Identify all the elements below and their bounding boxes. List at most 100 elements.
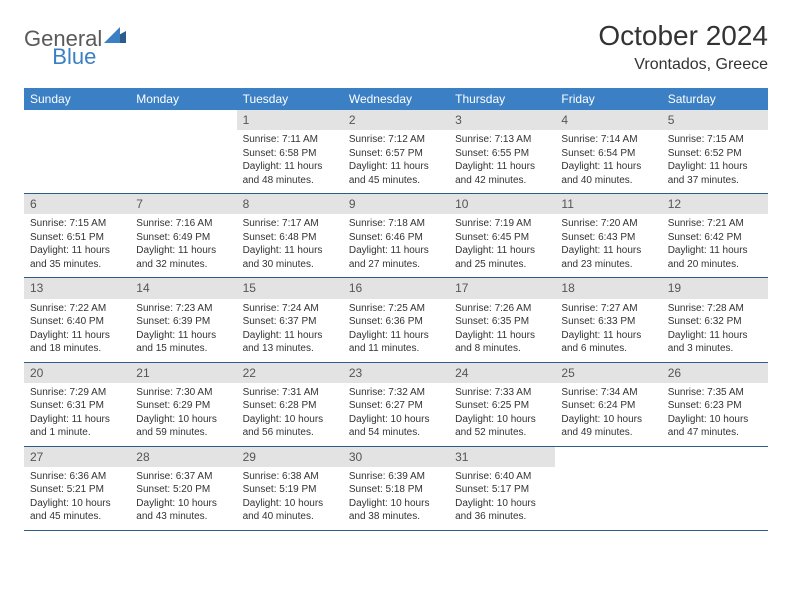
sunset-line: Sunset: 6:32 PM [668, 315, 762, 329]
sunset-line: Sunset: 6:35 PM [455, 315, 549, 329]
sunset-line: Sunset: 6:31 PM [30, 399, 124, 413]
sunrise-line: Sunrise: 7:14 AM [561, 133, 655, 147]
day-number: 17 [449, 278, 555, 298]
sunset-line: Sunset: 6:25 PM [455, 399, 549, 413]
brand-text-blue: Blue [52, 44, 96, 70]
sunrise-line: Sunrise: 7:15 AM [668, 133, 762, 147]
weekday-header: Wednesday [343, 88, 449, 110]
day-body: Sunrise: 6:36 AMSunset: 5:21 PMDaylight:… [24, 467, 130, 530]
brand-triangle-icon [104, 27, 126, 48]
sunrise-line: Sunrise: 7:13 AM [455, 133, 549, 147]
daylight-line: Daylight: 11 hours and 25 minutes. [455, 244, 549, 271]
brand-logo: General Blue [24, 26, 172, 52]
weekday-header: Tuesday [237, 88, 343, 110]
sunrise-line: Sunrise: 7:35 AM [668, 386, 762, 400]
weekday-header: Monday [130, 88, 236, 110]
daylight-line: Daylight: 11 hours and 32 minutes. [136, 244, 230, 271]
day-body: Sunrise: 7:19 AMSunset: 6:45 PMDaylight:… [449, 214, 555, 277]
day-cell: 1Sunrise: 7:11 AMSunset: 6:58 PMDaylight… [237, 110, 343, 194]
day-body: Sunrise: 7:33 AMSunset: 6:25 PMDaylight:… [449, 383, 555, 446]
day-number: 8 [237, 194, 343, 214]
sunset-line: Sunset: 6:39 PM [136, 315, 230, 329]
sunrise-line: Sunrise: 6:38 AM [243, 470, 337, 484]
sunrise-line: Sunrise: 6:36 AM [30, 470, 124, 484]
day-body: Sunrise: 7:20 AMSunset: 6:43 PMDaylight:… [555, 214, 661, 277]
sunset-line: Sunset: 6:57 PM [349, 147, 443, 161]
day-number: 11 [555, 194, 661, 214]
daylight-line: Daylight: 11 hours and 8 minutes. [455, 329, 549, 356]
day-body: Sunrise: 7:28 AMSunset: 6:32 PMDaylight:… [662, 299, 768, 362]
day-number: 27 [24, 447, 130, 467]
sunrise-line: Sunrise: 6:40 AM [455, 470, 549, 484]
day-number: 19 [662, 278, 768, 298]
day-cell: 29Sunrise: 6:38 AMSunset: 5:19 PMDayligh… [237, 446, 343, 530]
day-body: Sunrise: 7:24 AMSunset: 6:37 PMDaylight:… [237, 299, 343, 362]
day-number: 6 [24, 194, 130, 214]
calendar-table: SundayMondayTuesdayWednesdayThursdayFrid… [24, 88, 768, 531]
day-body [24, 130, 130, 188]
day-body: Sunrise: 7:27 AMSunset: 6:33 PMDaylight:… [555, 299, 661, 362]
daylight-line: Daylight: 11 hours and 30 minutes. [243, 244, 337, 271]
day-body: Sunrise: 7:15 AMSunset: 6:52 PMDaylight:… [662, 130, 768, 193]
week-row: ..1Sunrise: 7:11 AMSunset: 6:58 PMDaylig… [24, 110, 768, 194]
day-body: Sunrise: 7:34 AMSunset: 6:24 PMDaylight:… [555, 383, 661, 446]
day-body: Sunrise: 7:16 AMSunset: 6:49 PMDaylight:… [130, 214, 236, 277]
day-number: 18 [555, 278, 661, 298]
day-body: Sunrise: 7:25 AMSunset: 6:36 PMDaylight:… [343, 299, 449, 362]
day-cell: 20Sunrise: 7:29 AMSunset: 6:31 PMDayligh… [24, 362, 130, 446]
day-body: Sunrise: 7:17 AMSunset: 6:48 PMDaylight:… [237, 214, 343, 277]
day-cell: 17Sunrise: 7:26 AMSunset: 6:35 PMDayligh… [449, 278, 555, 362]
sunset-line: Sunset: 6:51 PM [30, 231, 124, 245]
sunrise-line: Sunrise: 7:20 AM [561, 217, 655, 231]
day-number: 9 [343, 194, 449, 214]
day-cell: 16Sunrise: 7:25 AMSunset: 6:36 PMDayligh… [343, 278, 449, 362]
weekday-header: Sunday [24, 88, 130, 110]
weekday-header-row: SundayMondayTuesdayWednesdayThursdayFrid… [24, 88, 768, 110]
day-number: 31 [449, 447, 555, 467]
day-number: 30 [343, 447, 449, 467]
sunrise-line: Sunrise: 7:23 AM [136, 302, 230, 316]
sunrise-line: Sunrise: 7:31 AM [243, 386, 337, 400]
sunrise-line: Sunrise: 7:19 AM [455, 217, 549, 231]
day-number: 26 [662, 363, 768, 383]
daylight-line: Daylight: 10 hours and 40 minutes. [243, 497, 337, 524]
daylight-line: Daylight: 10 hours and 49 minutes. [561, 413, 655, 440]
day-body: Sunrise: 7:35 AMSunset: 6:23 PMDaylight:… [662, 383, 768, 446]
day-body: Sunrise: 7:12 AMSunset: 6:57 PMDaylight:… [343, 130, 449, 193]
day-body: Sunrise: 6:38 AMSunset: 5:19 PMDaylight:… [237, 467, 343, 530]
daylight-line: Daylight: 11 hours and 35 minutes. [30, 244, 124, 271]
day-cell: 25Sunrise: 7:34 AMSunset: 6:24 PMDayligh… [555, 362, 661, 446]
day-cell: 28Sunrise: 6:37 AMSunset: 5:20 PMDayligh… [130, 446, 236, 530]
daylight-line: Daylight: 10 hours and 45 minutes. [30, 497, 124, 524]
daylight-line: Daylight: 11 hours and 18 minutes. [30, 329, 124, 356]
day-cell: 26Sunrise: 7:35 AMSunset: 6:23 PMDayligh… [662, 362, 768, 446]
daylight-line: Daylight: 11 hours and 23 minutes. [561, 244, 655, 271]
daylight-line: Daylight: 10 hours and 56 minutes. [243, 413, 337, 440]
day-body: Sunrise: 7:30 AMSunset: 6:29 PMDaylight:… [130, 383, 236, 446]
daylight-line: Daylight: 10 hours and 47 minutes. [668, 413, 762, 440]
day-number: 14 [130, 278, 236, 298]
day-cell: 8Sunrise: 7:17 AMSunset: 6:48 PMDaylight… [237, 194, 343, 278]
day-cell: 30Sunrise: 6:39 AMSunset: 5:18 PMDayligh… [343, 446, 449, 530]
month-title: October 2024 [598, 20, 768, 52]
sunset-line: Sunset: 6:37 PM [243, 315, 337, 329]
sunrise-line: Sunrise: 7:27 AM [561, 302, 655, 316]
day-cell: 24Sunrise: 7:33 AMSunset: 6:25 PMDayligh… [449, 362, 555, 446]
day-cell: . [555, 446, 661, 530]
sunrise-line: Sunrise: 6:39 AM [349, 470, 443, 484]
day-body: Sunrise: 7:13 AMSunset: 6:55 PMDaylight:… [449, 130, 555, 193]
day-body [662, 467, 768, 525]
sunset-line: Sunset: 6:23 PM [668, 399, 762, 413]
sunset-line: Sunset: 6:46 PM [349, 231, 443, 245]
day-body: Sunrise: 6:40 AMSunset: 5:17 PMDaylight:… [449, 467, 555, 530]
daylight-line: Daylight: 11 hours and 42 minutes. [455, 160, 549, 187]
day-body: Sunrise: 7:32 AMSunset: 6:27 PMDaylight:… [343, 383, 449, 446]
sunrise-line: Sunrise: 7:25 AM [349, 302, 443, 316]
day-number: 23 [343, 363, 449, 383]
sunset-line: Sunset: 5:20 PM [136, 483, 230, 497]
sunset-line: Sunset: 6:43 PM [561, 231, 655, 245]
daylight-line: Daylight: 11 hours and 37 minutes. [668, 160, 762, 187]
day-cell: 5Sunrise: 7:15 AMSunset: 6:52 PMDaylight… [662, 110, 768, 194]
location-label: Vrontados, Greece [598, 56, 768, 74]
day-body: Sunrise: 7:23 AMSunset: 6:39 PMDaylight:… [130, 299, 236, 362]
